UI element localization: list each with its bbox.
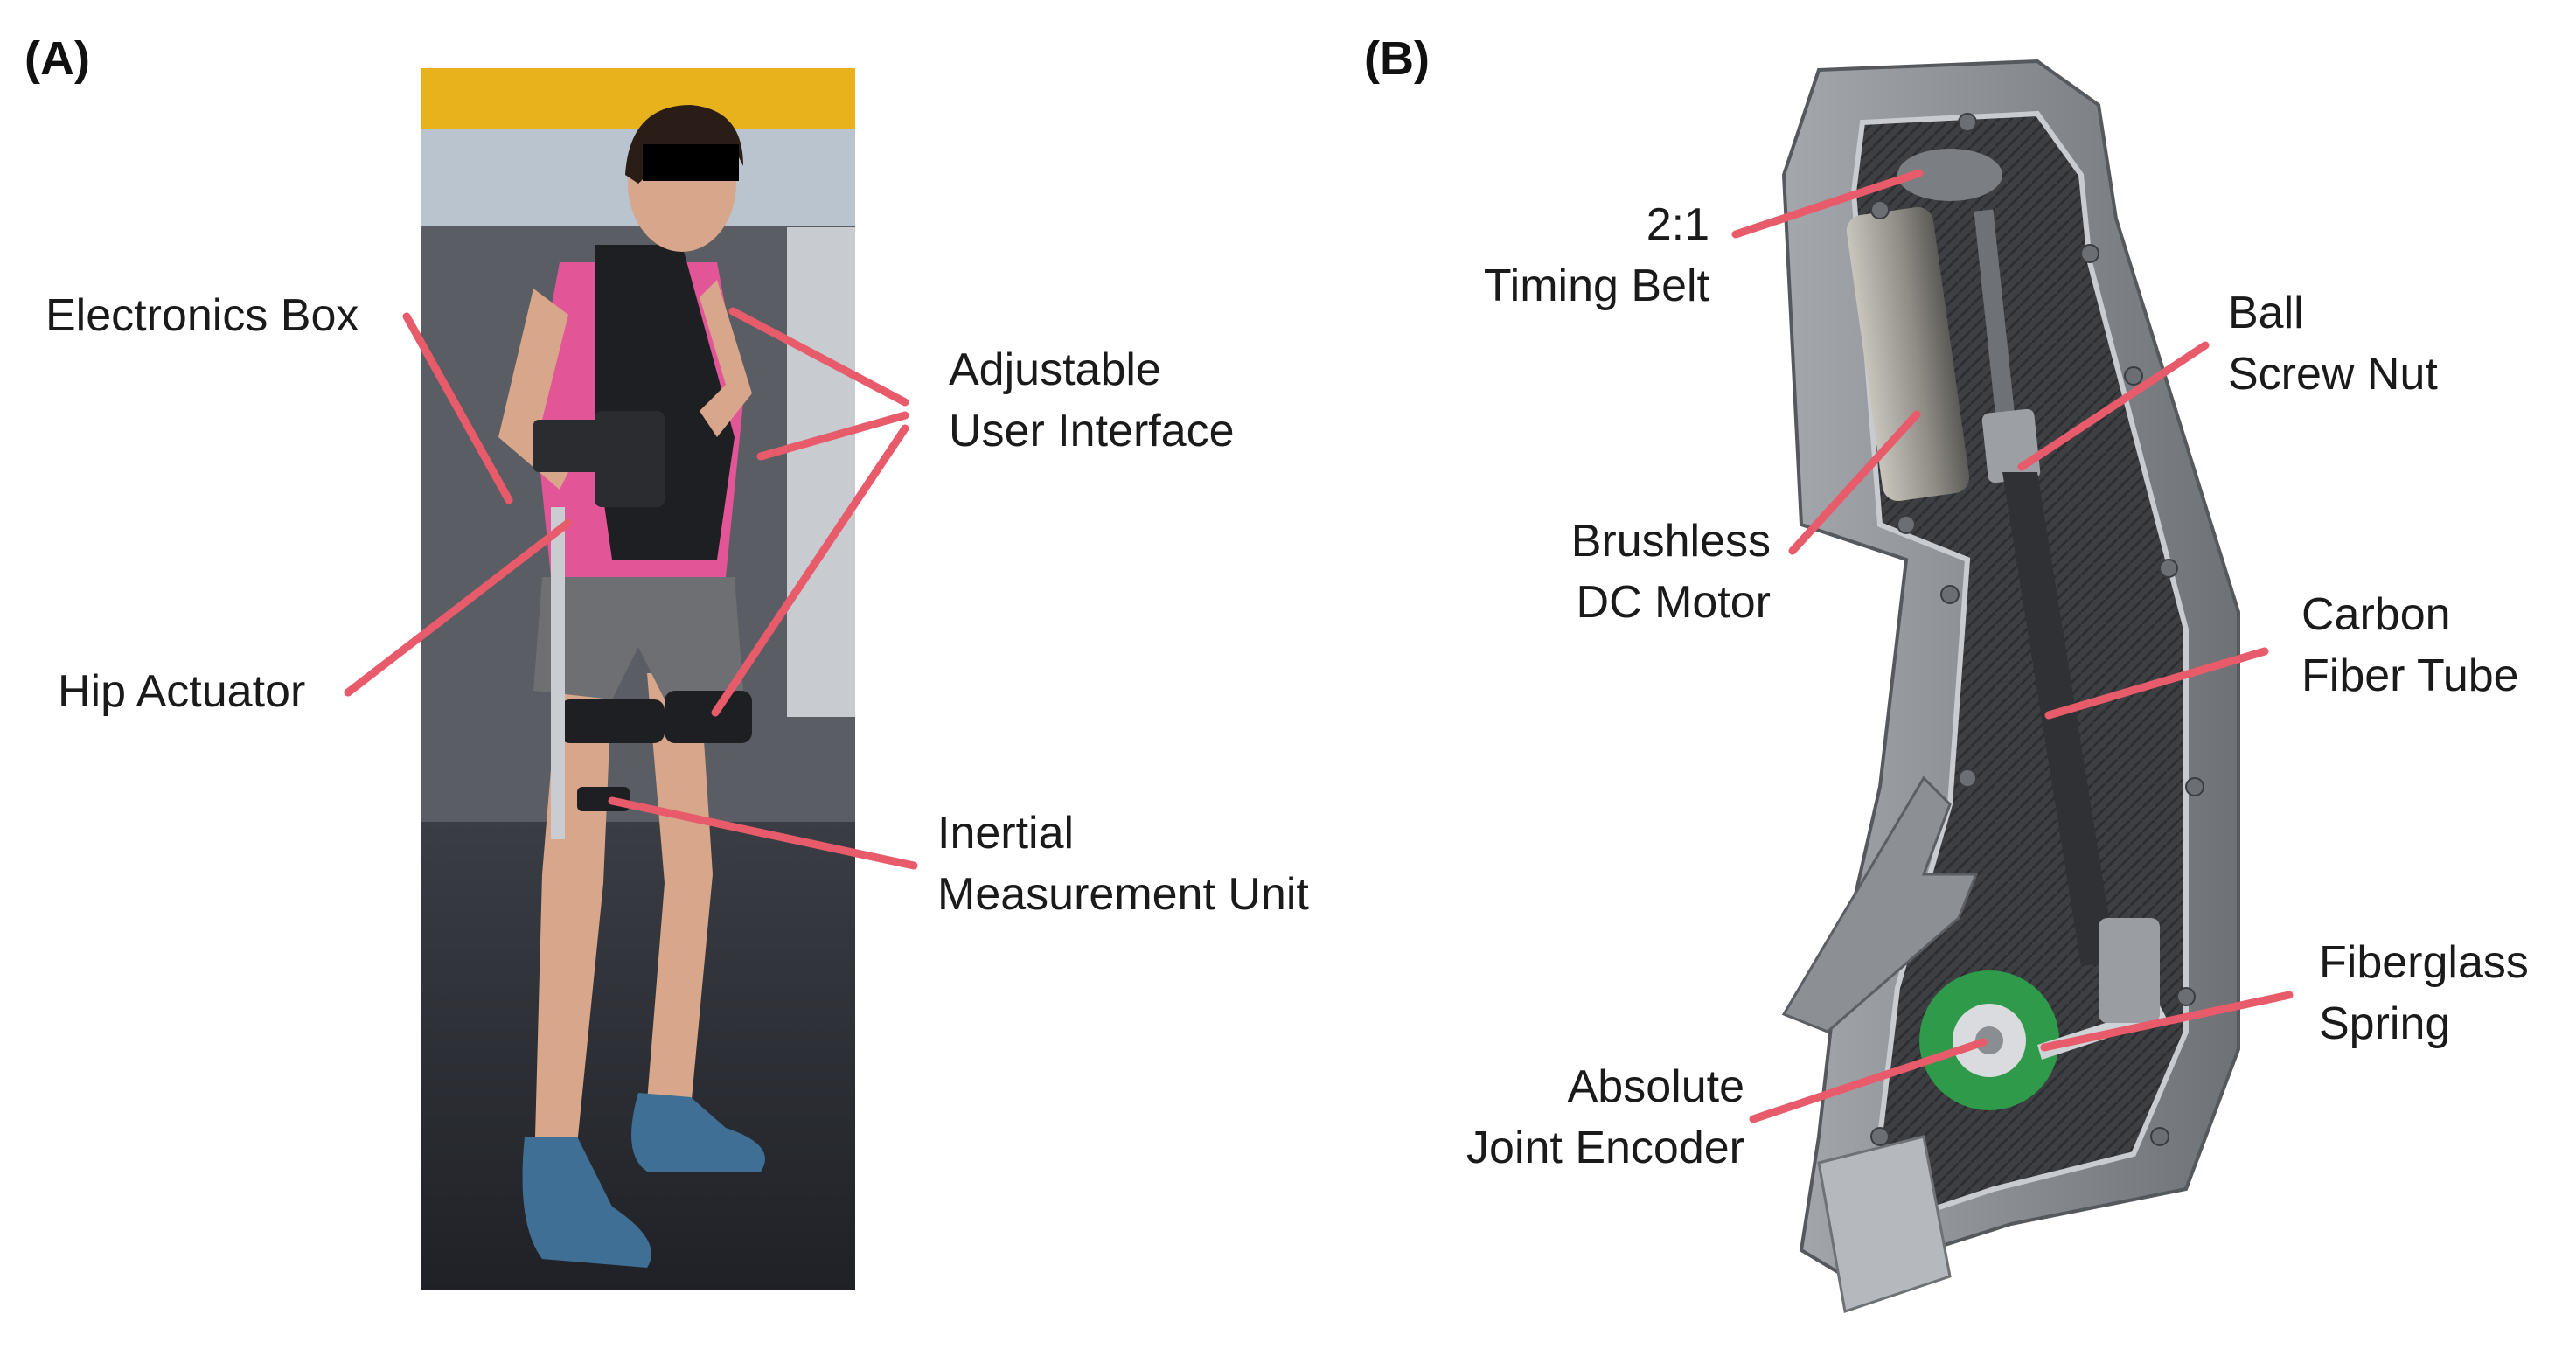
leader-fiberglass-spring	[2040, 991, 2294, 1052]
leader-hip-actuator	[344, 518, 573, 697]
callout-imu-line1: Inertial	[937, 808, 1075, 859]
leader-joint-encoder	[1749, 1038, 1988, 1123]
callout-carbon-line1: Carbon	[2301, 589, 2451, 640]
leader-interface-knee	[711, 424, 909, 717]
callout-fiberglass-spring: Fiberglass Spring	[2319, 932, 2529, 1054]
leader-interface-mid	[756, 411, 909, 461]
callout-bldc-line1: Brushless	[1570, 516, 1771, 567]
leader-interface-top	[728, 307, 909, 407]
callout-ball-screw-line2: Screw Nut	[2228, 349, 2438, 400]
callout-joint-encoder: Absolute Joint Encoder	[1382, 1056, 1744, 1179]
leader-imu	[608, 796, 918, 870]
panel-b-label: (B)	[1364, 32, 1430, 85]
callout-spring-line1: Fiberglass	[2319, 937, 2529, 988]
callout-spring-line2: Spring	[2319, 998, 2451, 1049]
leader-carbon-tube	[2044, 647, 2269, 720]
panel-a-label: (A)	[24, 32, 90, 85]
callout-carbon-tube: Carbon Fiber Tube	[2301, 584, 2519, 706]
callout-timing-belt: 2:1 Timing Belt	[1417, 194, 1709, 316]
callout-timing-belt-line2: Timing Belt	[1483, 261, 1709, 311]
callout-encoder-line2: Joint Encoder	[1466, 1123, 1744, 1173]
leader-bldc-motor	[1788, 410, 1921, 555]
leader-ball-screw-nut	[2017, 341, 2210, 471]
callout-hip-actuator: Hip Actuator	[58, 666, 306, 717]
leader-timing-belt	[1731, 169, 1924, 239]
callout-adjustable-line1: Adjustable	[949, 344, 1161, 395]
callout-bldc-line2: DC Motor	[1576, 577, 1771, 628]
callout-bldc-motor: Brushless DC Motor	[1469, 511, 1771, 633]
callout-timing-belt-line1: 2:1	[1646, 199, 1709, 250]
callout-electronics-box: Electronics Box	[45, 290, 359, 341]
callout-adjustable-interface: Adjustable User Interface	[949, 339, 1235, 462]
callout-adjustable-line2: User Interface	[949, 406, 1235, 456]
callout-ball-screw-nut: Ball Screw Nut	[2228, 282, 2438, 405]
callout-imu-line2: Measurement Unit	[937, 869, 1309, 920]
callout-imu: Inertial Measurement Unit	[937, 803, 1309, 925]
callout-carbon-line2: Fiber Tube	[2301, 650, 2519, 701]
callout-ball-screw-line1: Ball	[2228, 288, 2304, 338]
person-figure	[498, 105, 765, 1268]
leader-electronics-box	[402, 312, 513, 504]
callout-encoder-line1: Absolute	[1567, 1061, 1744, 1112]
